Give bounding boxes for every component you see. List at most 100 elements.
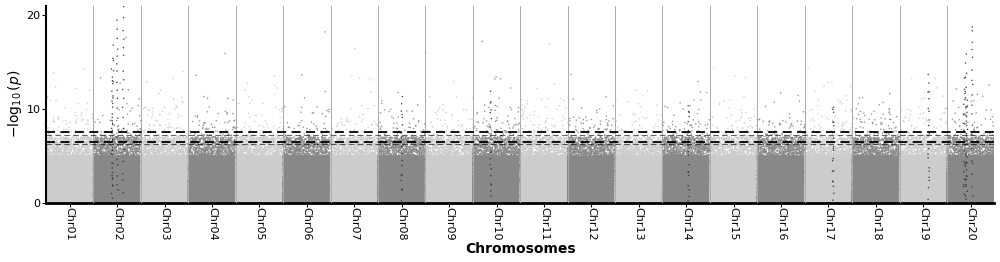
Point [136,130,152,134]
Point [214,173,230,177]
Point [599,165,615,169]
Point [950,191,966,195]
Point [497,183,513,187]
Point [481,163,497,167]
Point [445,128,461,132]
Point [130,197,146,201]
Point [714,196,730,200]
Point [804,166,820,170]
Point [491,182,507,186]
Point [681,157,697,161]
Point [232,196,248,201]
Point [359,167,375,171]
Point [553,154,569,158]
Point [331,173,347,177]
Point [888,159,904,163]
Point [704,184,720,189]
Point [529,140,545,145]
Point [747,159,763,163]
Point [668,198,684,202]
Point [192,169,208,173]
Point [649,181,665,185]
Point [139,176,155,180]
Point [858,189,874,193]
Point [431,185,447,189]
Point [386,121,402,125]
Point [251,163,267,167]
Point [276,157,292,161]
Point [352,198,368,202]
Point [834,140,850,145]
Point [939,197,955,201]
Point [660,161,676,165]
Point [358,191,374,195]
Point [242,176,258,180]
Point [867,171,883,175]
Point [348,141,364,146]
Point [817,141,833,145]
Point [492,194,508,199]
Point [747,160,763,164]
Point [454,200,470,204]
Point [276,169,292,173]
Point [688,198,704,202]
Point [715,198,731,203]
Point [365,186,381,190]
Point [322,197,338,201]
Point [904,170,920,174]
Point [299,160,315,164]
Point [487,192,503,196]
Point [163,182,179,187]
Point [713,194,729,198]
Point [187,161,203,165]
Point [300,199,316,203]
Point [474,199,490,203]
Point [436,195,452,200]
Point [268,176,284,181]
Point [48,174,64,178]
Point [234,193,250,197]
Point [503,170,519,174]
Point [884,166,900,171]
Point [75,200,91,204]
Point [635,183,651,188]
Point [221,181,237,185]
Point [790,158,806,162]
Point [601,194,617,198]
Point [133,195,149,199]
Point [668,178,684,183]
Point [136,159,152,163]
Point [490,189,506,193]
Point [688,177,704,181]
Point [847,193,863,197]
Point [807,190,823,195]
Point [967,200,983,204]
Point [477,174,493,178]
Point [781,196,797,200]
Point [57,173,73,178]
Point [648,186,664,190]
Point [229,140,245,144]
Point [160,155,176,159]
Point [440,193,456,198]
Point [899,176,915,180]
Point [101,198,117,202]
Point [841,186,857,190]
Point [420,174,436,178]
Point [876,192,892,196]
Point [337,166,353,170]
Point [874,199,890,203]
Point [459,160,475,164]
Point [357,145,373,149]
Point [102,192,118,196]
Point [91,176,107,181]
Point [403,150,419,155]
Point [160,179,176,183]
Point [579,196,595,200]
Point [486,193,502,197]
Point [776,187,792,192]
Point [526,197,542,201]
Point [190,175,206,179]
Point [483,181,499,185]
Point [509,183,525,188]
